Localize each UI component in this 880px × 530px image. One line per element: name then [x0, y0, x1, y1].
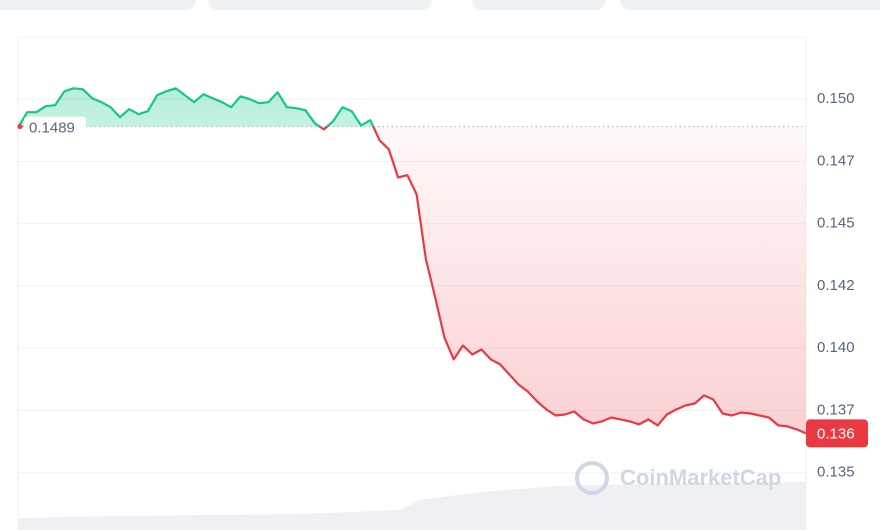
y-tick-label: 0.142: [817, 277, 855, 294]
area-fill: [18, 88, 806, 434]
y-tick-label: 0.140: [817, 339, 855, 356]
tab[interactable]: [0, 0, 196, 10]
start-dot: [17, 124, 23, 130]
y-tick-label: 0.137: [817, 401, 855, 418]
y-tick-label: 0.147: [817, 152, 855, 169]
current-price-label: 0.136: [817, 425, 855, 442]
tab[interactable]: [208, 0, 432, 10]
volume-area: [18, 482, 806, 530]
tab[interactable]: [472, 0, 606, 10]
y-tick-label: 0.135: [817, 464, 855, 481]
watermark: CoinMarketCap: [575, 461, 781, 495]
price-line: [17, 87, 807, 435]
baseline-label-bg: [24, 116, 86, 137]
tab[interactable]: [620, 0, 880, 10]
baseline-label: 0.1489: [29, 120, 75, 137]
y-tick-label: 0.150: [817, 90, 855, 107]
y-tick-label: 0.145: [817, 215, 855, 232]
current-price-bg: [806, 419, 868, 448]
watermark-text: CoinMarketCap: [620, 465, 781, 490]
